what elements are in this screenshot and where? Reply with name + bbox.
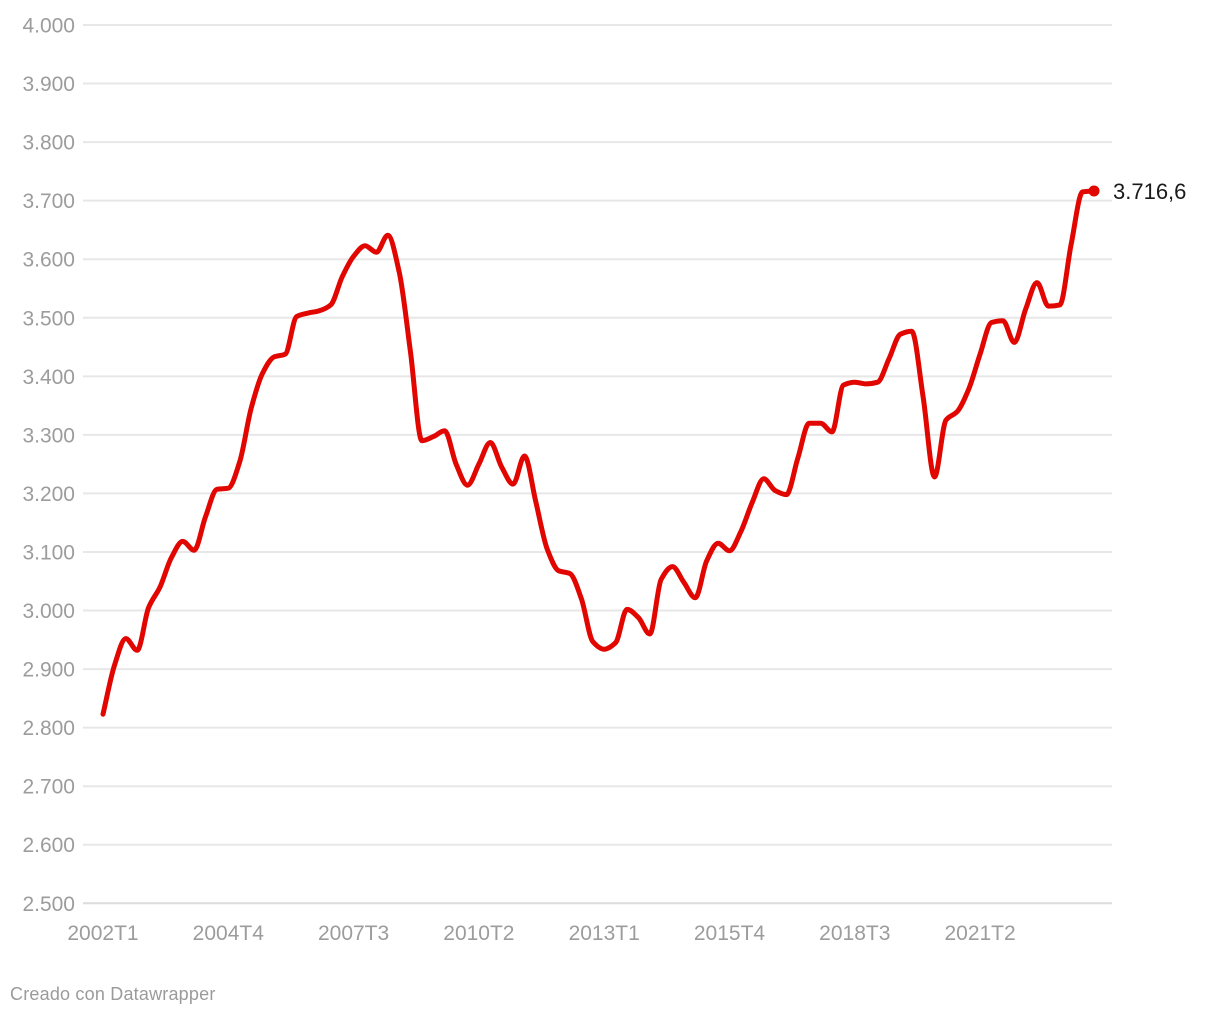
y-axis-tick-label: 2.600 — [22, 834, 75, 857]
x-axis-tick-label: 2013T1 — [569, 922, 640, 945]
x-axis-tick-label: 2015T4 — [694, 922, 766, 945]
x-axis-tick-label: 2002T1 — [67, 922, 138, 945]
y-axis-tick-label: 3.200 — [22, 483, 75, 506]
y-axis-tick-label: 3.300 — [22, 424, 75, 447]
y-axis-tick-label: 3.500 — [22, 307, 75, 330]
y-axis-tick-label: 4.000 — [22, 15, 75, 38]
y-axis-tick-label: 3.800 — [22, 132, 75, 155]
x-axis-tick-label: 2004T4 — [193, 922, 265, 945]
x-axis-tick-label: 2018T3 — [819, 922, 890, 945]
line-series — [100, 188, 1097, 717]
line-chart-canvas: 4.000 3.900 3.800 3.700 3.600 3.500 3.400 3.300… — [22, 15, 1186, 946]
y-axis-tick-label: 2.700 — [22, 776, 75, 799]
datawrapper-credit: Creado con Datawrapper — [10, 984, 216, 1004]
end-point-dot — [1088, 185, 1100, 197]
chart-container: 4.000 3.900 3.800 3.700 3.600 3.500 3.400 3.300… — [22, 15, 1186, 946]
y-axis-tick-label: 3.000 — [22, 600, 75, 623]
y-axis-tick-label: 3.700 — [22, 190, 75, 213]
x-axis-tick-label: 2007T3 — [318, 922, 389, 945]
y-axis-tick-label: 3.400 — [22, 366, 75, 389]
x-axis-tick-label: 2021T2 — [944, 922, 1015, 945]
y-axis-tick-label: 2.900 — [22, 659, 75, 682]
y-axis-tick-label: 3.600 — [22, 249, 75, 272]
y-axis-tick-label: 2.500 — [22, 893, 75, 916]
y-axis-tick-label: 2.800 — [22, 717, 75, 740]
y-axis-tick-label: 3.100 — [22, 541, 75, 564]
x-axis-tick-label: 2010T2 — [443, 922, 514, 945]
y-axis-tick-label: 3.900 — [22, 73, 75, 96]
end-value-label: 3.716,6 — [1113, 179, 1186, 204]
